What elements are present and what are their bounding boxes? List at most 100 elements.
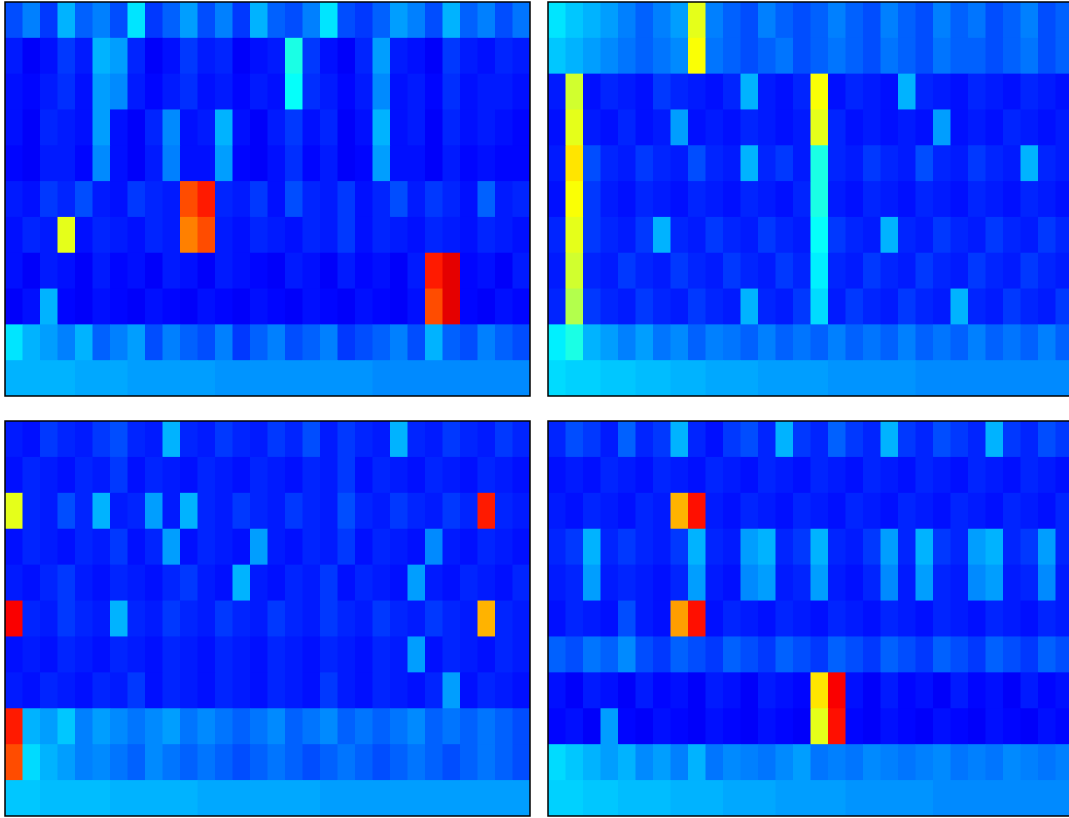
heatmap-cell <box>898 780 916 817</box>
heatmap-cell <box>933 564 951 602</box>
heatmap-cell <box>232 73 251 110</box>
heatmap-cell <box>758 528 776 566</box>
heatmap-cell <box>337 324 356 361</box>
heatmap-cell <box>215 73 233 110</box>
heatmap-cell <box>162 181 181 218</box>
heatmap-cell <box>898 324 916 361</box>
heatmap-cell <box>57 456 76 494</box>
heatmap-cell <box>1020 528 1039 566</box>
heatmap-cell <box>898 564 916 602</box>
heatmap-cell <box>845 2 864 39</box>
heatmap-cell <box>337 2 356 39</box>
heatmap-cell <box>302 780 321 817</box>
heatmap-cell <box>110 324 128 361</box>
heatmap-cell <box>5 708 23 745</box>
heatmap-cell <box>390 708 408 745</box>
heatmap-cell <box>355 744 373 781</box>
heatmap-cell <box>915 216 934 254</box>
heatmap-cell <box>127 109 146 146</box>
heatmap-cell <box>775 2 794 39</box>
heatmap-cell <box>145 421 163 458</box>
heatmap-cell <box>1003 37 1021 75</box>
heatmap-cell <box>22 672 41 709</box>
heatmap-cell <box>723 600 741 637</box>
heatmap-cell <box>390 528 408 566</box>
heatmap-cell <box>75 288 93 325</box>
heatmap-cell <box>1003 600 1021 637</box>
heatmap-cell <box>442 421 461 458</box>
heatmap-cell <box>915 600 934 637</box>
heatmap-cell <box>40 216 58 254</box>
heatmap-cell <box>110 528 128 566</box>
heatmap-cell <box>512 181 531 218</box>
heatmap-cell <box>775 73 794 110</box>
heatmap-cell <box>915 252 934 290</box>
heatmap-cell <box>57 708 76 745</box>
heatmap-cell <box>758 2 776 39</box>
heatmap-cell <box>1055 636 1069 673</box>
heatmap-cell <box>390 73 408 110</box>
heatmap-cell <box>600 564 619 602</box>
heatmap-cell <box>320 252 338 290</box>
heatmap-cell <box>810 181 829 218</box>
heatmap-cell <box>215 324 233 361</box>
heatmap-cell <box>302 37 321 75</box>
heatmap-cell <box>425 744 443 781</box>
heatmap-cell <box>985 456 1004 494</box>
heatmap-cell <box>565 288 584 325</box>
heatmap-cell <box>372 708 391 745</box>
heatmap-cell <box>863 324 881 361</box>
heatmap-cell <box>548 360 566 397</box>
heatmap-cell <box>828 744 846 781</box>
heatmap-cell <box>75 421 93 458</box>
heatmap-cell <box>110 708 128 745</box>
heatmap-cell <box>1003 780 1021 817</box>
heatmap-cell <box>512 216 531 254</box>
heatmap-cell <box>635 324 654 361</box>
heatmap-cell <box>355 37 373 75</box>
heatmap-cell <box>758 288 776 325</box>
heatmap-cell <box>565 564 584 602</box>
heatmap-cell <box>302 181 321 218</box>
heatmap-cell <box>600 324 619 361</box>
heatmap-cell <box>723 37 741 75</box>
heatmap-cell <box>512 744 531 781</box>
heatmap-cell <box>1055 73 1069 110</box>
heatmap-cell <box>653 492 671 530</box>
heatmap-cell <box>215 600 233 637</box>
heatmap-cell <box>320 288 338 325</box>
heatmap-cell <box>355 181 373 218</box>
heatmap-cell <box>197 492 216 530</box>
heatmap-cell <box>758 145 776 182</box>
heatmap-cell <box>197 360 216 397</box>
heatmap-cell <box>477 492 496 530</box>
heatmap-cell <box>1038 528 1056 566</box>
panel-frame <box>4 420 531 817</box>
heatmap-cell <box>127 672 146 709</box>
heatmap-cell <box>267 324 286 361</box>
heatmap-cell <box>390 252 408 290</box>
heatmap-cell <box>40 145 58 182</box>
heatmap-cell <box>863 492 881 530</box>
heatmap-cell <box>793 73 811 110</box>
heatmap-cell <box>845 252 864 290</box>
heatmap-cell <box>425 672 443 709</box>
heatmap-cell <box>407 744 426 781</box>
heatmap-cell <box>337 600 356 637</box>
heatmap-cell <box>512 145 531 182</box>
heatmap-cell <box>1055 145 1069 182</box>
heatmap-cell <box>180 181 198 218</box>
heatmap-cell <box>442 744 461 781</box>
heatmap-cell <box>810 252 829 290</box>
heatmap-cell <box>968 288 986 325</box>
heatmap-cell <box>57 216 76 254</box>
heatmap-cell <box>775 708 794 745</box>
heatmap-cell <box>1055 456 1069 494</box>
heatmap-cell <box>22 252 41 290</box>
heatmap-cell <box>460 708 478 745</box>
heatmap-cell <box>390 456 408 494</box>
heatmap-cell <box>1038 288 1056 325</box>
heatmap-cell <box>267 492 286 530</box>
heatmap-cell <box>442 181 461 218</box>
